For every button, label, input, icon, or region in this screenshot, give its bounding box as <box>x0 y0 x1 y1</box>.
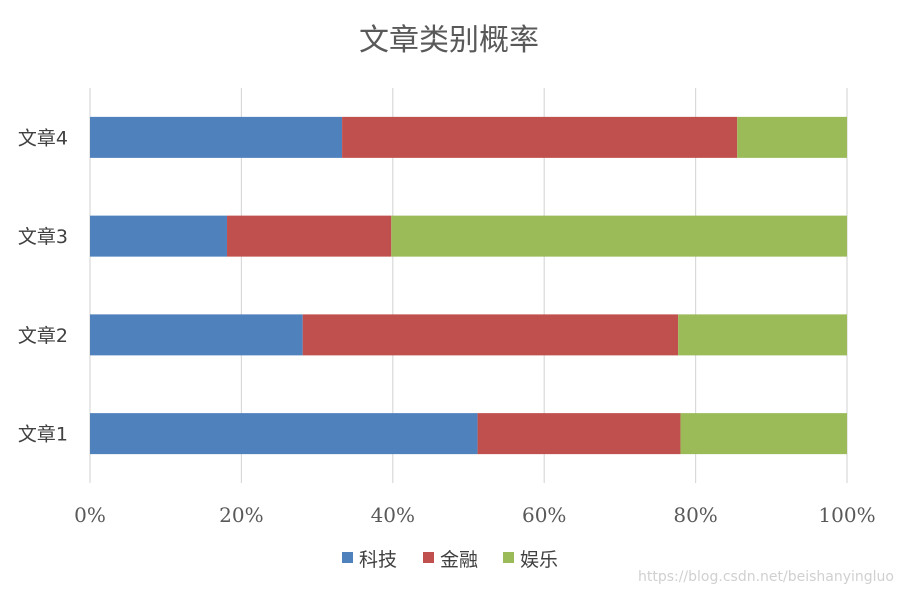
x-tick-label: 20% <box>219 503 263 527</box>
x-tick-label: 0% <box>74 503 106 527</box>
bar-segment <box>302 314 679 356</box>
legend-swatch <box>423 552 434 563</box>
x-tick-label: 100% <box>818 503 875 527</box>
x-tick-label: 60% <box>522 503 566 527</box>
bar-segment <box>391 215 847 257</box>
x-tick-label: 80% <box>673 503 717 527</box>
bar-segment <box>227 215 392 257</box>
legend-label: 娱乐 <box>520 549 558 571</box>
chart-title: 文章类别概率 <box>359 23 539 58</box>
legend-swatch <box>342 552 353 563</box>
bar-segment <box>90 314 303 356</box>
x-tick-labels: 0% 20% 40% 60% 80% 100% <box>74 503 875 527</box>
bar-segment <box>90 215 228 257</box>
bar-segment <box>737 116 847 158</box>
category-label: 文章4 <box>18 127 68 149</box>
category-labels: 文章1 文章2 文章3 文章4 <box>18 127 68 445</box>
bar-segment <box>477 413 681 455</box>
category-label: 文章3 <box>18 226 68 248</box>
bars <box>90 116 847 455</box>
x-tick-label: 40% <box>371 503 415 527</box>
category-label: 文章2 <box>18 325 68 347</box>
bar-segment <box>678 314 847 356</box>
bar-segment <box>90 413 478 455</box>
legend-swatch <box>503 552 514 563</box>
legend-label: 科技 <box>359 549 397 571</box>
legend-label: 金融 <box>440 549 478 571</box>
legend: 科技 金融 娱乐 <box>342 549 558 571</box>
bar-segment <box>342 116 738 158</box>
watermark: https://blog.csdn.net/beishanyingluo <box>637 569 894 585</box>
category-label: 文章1 <box>18 424 68 446</box>
bar-segment <box>680 413 847 455</box>
bar-segment <box>90 116 343 158</box>
